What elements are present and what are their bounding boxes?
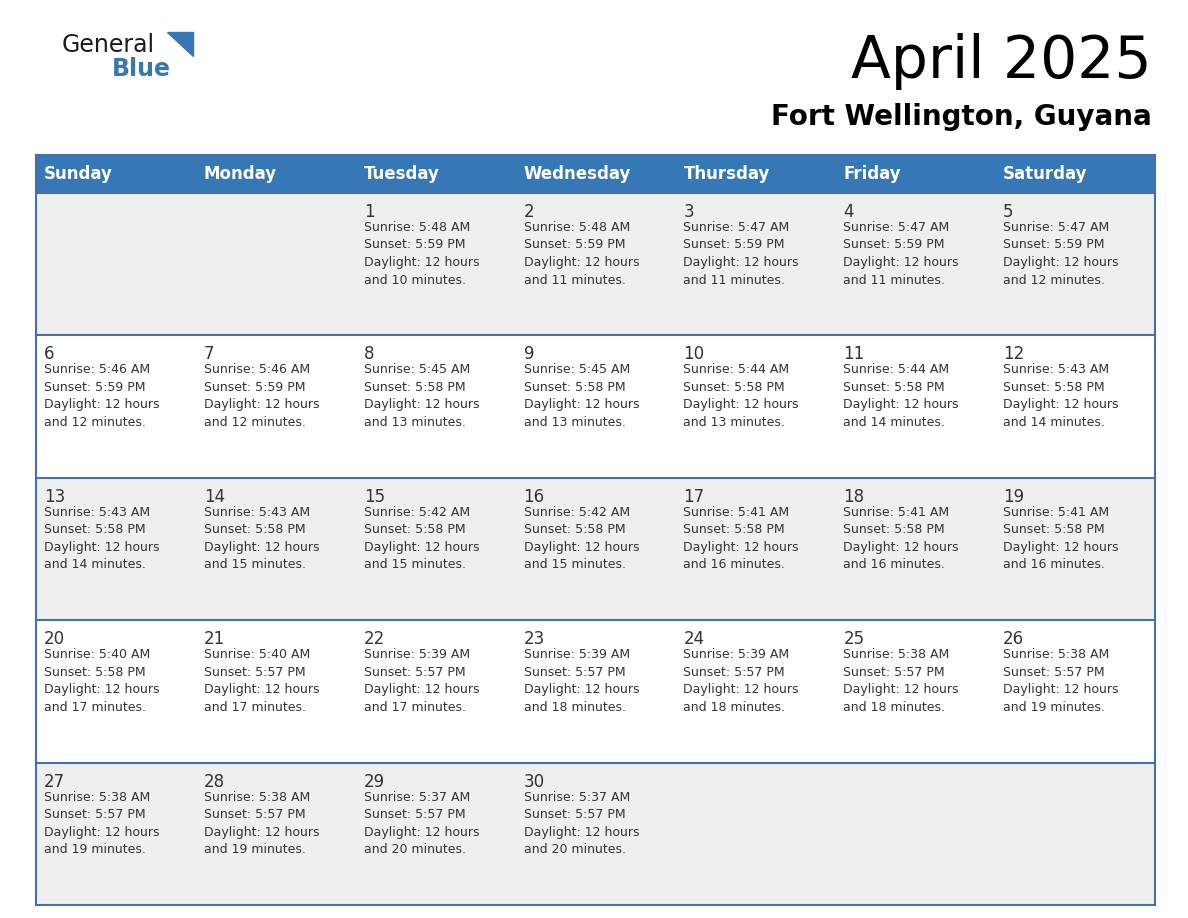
Text: 27: 27 xyxy=(44,773,65,790)
Text: Sunrise: 5:43 AM
Sunset: 5:58 PM
Daylight: 12 hours
and 14 minutes.: Sunrise: 5:43 AM Sunset: 5:58 PM Dayligh… xyxy=(1003,364,1119,429)
Bar xyxy=(516,155,676,193)
Bar xyxy=(355,155,516,193)
Text: 26: 26 xyxy=(1003,630,1024,648)
Text: 10: 10 xyxy=(683,345,704,364)
Text: Sunrise: 5:38 AM
Sunset: 5:57 PM
Daylight: 12 hours
and 19 minutes.: Sunrise: 5:38 AM Sunset: 5:57 PM Dayligh… xyxy=(204,790,320,856)
Bar xyxy=(36,621,1155,763)
Text: Saturday: Saturday xyxy=(1003,165,1088,183)
Text: 18: 18 xyxy=(843,487,865,506)
Text: Sunrise: 5:38 AM
Sunset: 5:57 PM
Daylight: 12 hours
and 19 minutes.: Sunrise: 5:38 AM Sunset: 5:57 PM Dayligh… xyxy=(1003,648,1119,713)
Text: Sunrise: 5:41 AM
Sunset: 5:58 PM
Daylight: 12 hours
and 16 minutes.: Sunrise: 5:41 AM Sunset: 5:58 PM Dayligh… xyxy=(683,506,798,571)
Text: Tuesday: Tuesday xyxy=(364,165,440,183)
Text: Sunrise: 5:44 AM
Sunset: 5:58 PM
Daylight: 12 hours
and 13 minutes.: Sunrise: 5:44 AM Sunset: 5:58 PM Dayligh… xyxy=(683,364,798,429)
Text: 21: 21 xyxy=(204,630,225,648)
Text: 3: 3 xyxy=(683,203,694,221)
Text: 13: 13 xyxy=(44,487,65,506)
Bar xyxy=(36,763,1155,905)
Text: 2: 2 xyxy=(524,203,535,221)
Bar xyxy=(36,335,1155,477)
Text: 7: 7 xyxy=(204,345,214,364)
Text: 6: 6 xyxy=(44,345,55,364)
Text: Sunrise: 5:48 AM
Sunset: 5:59 PM
Daylight: 12 hours
and 10 minutes.: Sunrise: 5:48 AM Sunset: 5:59 PM Dayligh… xyxy=(364,221,479,286)
Text: 15: 15 xyxy=(364,487,385,506)
Text: Sunrise: 5:41 AM
Sunset: 5:58 PM
Daylight: 12 hours
and 16 minutes.: Sunrise: 5:41 AM Sunset: 5:58 PM Dayligh… xyxy=(843,506,959,571)
Polygon shape xyxy=(168,32,192,56)
Text: April 2025: April 2025 xyxy=(852,33,1152,90)
Text: Sunrise: 5:42 AM
Sunset: 5:58 PM
Daylight: 12 hours
and 15 minutes.: Sunrise: 5:42 AM Sunset: 5:58 PM Dayligh… xyxy=(364,506,479,571)
Text: 5: 5 xyxy=(1003,203,1013,221)
Text: Sunrise: 5:45 AM
Sunset: 5:58 PM
Daylight: 12 hours
and 13 minutes.: Sunrise: 5:45 AM Sunset: 5:58 PM Dayligh… xyxy=(364,364,479,429)
Text: Sunrise: 5:48 AM
Sunset: 5:59 PM
Daylight: 12 hours
and 11 minutes.: Sunrise: 5:48 AM Sunset: 5:59 PM Dayligh… xyxy=(524,221,639,286)
Text: Wednesday: Wednesday xyxy=(524,165,631,183)
Text: Sunrise: 5:39 AM
Sunset: 5:57 PM
Daylight: 12 hours
and 17 minutes.: Sunrise: 5:39 AM Sunset: 5:57 PM Dayligh… xyxy=(364,648,479,713)
Text: 12: 12 xyxy=(1003,345,1024,364)
Text: Sunrise: 5:39 AM
Sunset: 5:57 PM
Daylight: 12 hours
and 18 minutes.: Sunrise: 5:39 AM Sunset: 5:57 PM Dayligh… xyxy=(683,648,798,713)
Text: 24: 24 xyxy=(683,630,704,648)
Text: 28: 28 xyxy=(204,773,225,790)
Text: 16: 16 xyxy=(524,487,544,506)
Text: Sunrise: 5:46 AM
Sunset: 5:59 PM
Daylight: 12 hours
and 12 minutes.: Sunrise: 5:46 AM Sunset: 5:59 PM Dayligh… xyxy=(44,364,159,429)
Text: General: General xyxy=(62,33,156,57)
Bar xyxy=(36,193,1155,335)
Bar xyxy=(196,155,355,193)
Bar xyxy=(676,155,835,193)
Text: 19: 19 xyxy=(1003,487,1024,506)
Text: Sunrise: 5:42 AM
Sunset: 5:58 PM
Daylight: 12 hours
and 15 minutes.: Sunrise: 5:42 AM Sunset: 5:58 PM Dayligh… xyxy=(524,506,639,571)
Bar xyxy=(36,477,1155,621)
Text: Blue: Blue xyxy=(112,57,171,81)
Text: 9: 9 xyxy=(524,345,535,364)
Text: Sunrise: 5:44 AM
Sunset: 5:58 PM
Daylight: 12 hours
and 14 minutes.: Sunrise: 5:44 AM Sunset: 5:58 PM Dayligh… xyxy=(843,364,959,429)
Bar xyxy=(996,155,1155,193)
Text: 1: 1 xyxy=(364,203,374,221)
Text: Sunday: Sunday xyxy=(44,165,113,183)
Bar xyxy=(835,155,996,193)
Text: 17: 17 xyxy=(683,487,704,506)
Text: Thursday: Thursday xyxy=(683,165,770,183)
Text: Sunrise: 5:40 AM
Sunset: 5:57 PM
Daylight: 12 hours
and 17 minutes.: Sunrise: 5:40 AM Sunset: 5:57 PM Dayligh… xyxy=(204,648,320,713)
Text: Sunrise: 5:38 AM
Sunset: 5:57 PM
Daylight: 12 hours
and 18 minutes.: Sunrise: 5:38 AM Sunset: 5:57 PM Dayligh… xyxy=(843,648,959,713)
Text: Sunrise: 5:38 AM
Sunset: 5:57 PM
Daylight: 12 hours
and 19 minutes.: Sunrise: 5:38 AM Sunset: 5:57 PM Dayligh… xyxy=(44,790,159,856)
Bar xyxy=(36,155,196,193)
Text: Sunrise: 5:39 AM
Sunset: 5:57 PM
Daylight: 12 hours
and 18 minutes.: Sunrise: 5:39 AM Sunset: 5:57 PM Dayligh… xyxy=(524,648,639,713)
Text: Sunrise: 5:43 AM
Sunset: 5:58 PM
Daylight: 12 hours
and 14 minutes.: Sunrise: 5:43 AM Sunset: 5:58 PM Dayligh… xyxy=(44,506,159,571)
Text: Sunrise: 5:46 AM
Sunset: 5:59 PM
Daylight: 12 hours
and 12 minutes.: Sunrise: 5:46 AM Sunset: 5:59 PM Dayligh… xyxy=(204,364,320,429)
Text: Friday: Friday xyxy=(843,165,901,183)
Text: Sunrise: 5:40 AM
Sunset: 5:58 PM
Daylight: 12 hours
and 17 minutes.: Sunrise: 5:40 AM Sunset: 5:58 PM Dayligh… xyxy=(44,648,159,713)
Text: Sunrise: 5:37 AM
Sunset: 5:57 PM
Daylight: 12 hours
and 20 minutes.: Sunrise: 5:37 AM Sunset: 5:57 PM Dayligh… xyxy=(364,790,479,856)
Text: 4: 4 xyxy=(843,203,854,221)
Text: 23: 23 xyxy=(524,630,545,648)
Text: 22: 22 xyxy=(364,630,385,648)
Text: Monday: Monday xyxy=(204,165,277,183)
Text: 20: 20 xyxy=(44,630,65,648)
Text: Sunrise: 5:37 AM
Sunset: 5:57 PM
Daylight: 12 hours
and 20 minutes.: Sunrise: 5:37 AM Sunset: 5:57 PM Dayligh… xyxy=(524,790,639,856)
Text: Sunrise: 5:47 AM
Sunset: 5:59 PM
Daylight: 12 hours
and 11 minutes.: Sunrise: 5:47 AM Sunset: 5:59 PM Dayligh… xyxy=(683,221,798,286)
Text: Sunrise: 5:45 AM
Sunset: 5:58 PM
Daylight: 12 hours
and 13 minutes.: Sunrise: 5:45 AM Sunset: 5:58 PM Dayligh… xyxy=(524,364,639,429)
Text: 11: 11 xyxy=(843,345,865,364)
Text: 29: 29 xyxy=(364,773,385,790)
Text: Sunrise: 5:41 AM
Sunset: 5:58 PM
Daylight: 12 hours
and 16 minutes.: Sunrise: 5:41 AM Sunset: 5:58 PM Dayligh… xyxy=(1003,506,1119,571)
Text: Fort Wellington, Guyana: Fort Wellington, Guyana xyxy=(771,103,1152,131)
Text: Sunrise: 5:47 AM
Sunset: 5:59 PM
Daylight: 12 hours
and 12 minutes.: Sunrise: 5:47 AM Sunset: 5:59 PM Dayligh… xyxy=(1003,221,1119,286)
Text: 25: 25 xyxy=(843,630,865,648)
Text: 14: 14 xyxy=(204,487,225,506)
Text: Sunrise: 5:43 AM
Sunset: 5:58 PM
Daylight: 12 hours
and 15 minutes.: Sunrise: 5:43 AM Sunset: 5:58 PM Dayligh… xyxy=(204,506,320,571)
Text: Sunrise: 5:47 AM
Sunset: 5:59 PM
Daylight: 12 hours
and 11 minutes.: Sunrise: 5:47 AM Sunset: 5:59 PM Dayligh… xyxy=(843,221,959,286)
Text: 8: 8 xyxy=(364,345,374,364)
Text: 30: 30 xyxy=(524,773,544,790)
